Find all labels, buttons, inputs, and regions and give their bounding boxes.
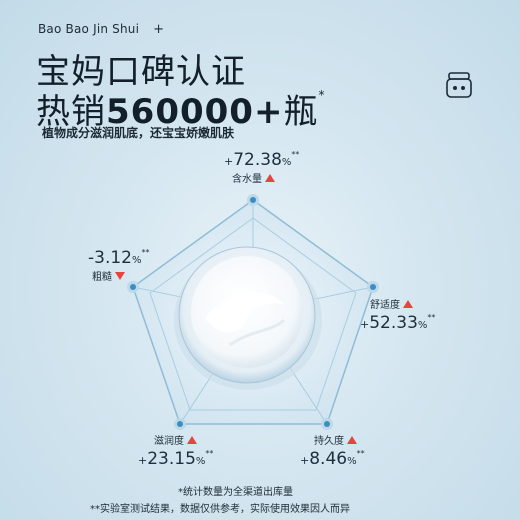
metric-value: 23.15 xyxy=(147,449,196,469)
brand-plus: + xyxy=(153,22,165,37)
metric-label: 滋润度 xyxy=(154,436,184,447)
metric-unit: % xyxy=(417,320,428,331)
increase-arrow-icon xyxy=(187,435,197,444)
footnote-sales: *统计数量为全渠道出库量 xyxy=(178,487,293,498)
pentagon-inner xyxy=(149,217,357,411)
metric-footnote-mark: ** xyxy=(141,248,150,257)
metric-value: 8.46 xyxy=(309,449,348,469)
footnote-lab-test: **实验室测试结果，数据仅供参考，实际使用效果因人而异 xyxy=(90,504,350,515)
metric-footnote-mark: ** xyxy=(291,150,300,159)
metric-sign: - xyxy=(88,248,95,268)
headline-line1: 宝妈口碑认证 xyxy=(36,52,246,92)
brand-name: Bao Bao Jin Shui xyxy=(38,22,140,36)
headline-suffix: 瓶 xyxy=(283,92,319,132)
metric-lasting: 持久度 +8.46%** xyxy=(300,432,365,469)
cream-jar xyxy=(174,246,322,390)
vertex-nodes xyxy=(127,194,379,430)
metric-footnote-mark: ** xyxy=(205,449,214,458)
metric-sign: + xyxy=(360,318,370,331)
metric-sign: + xyxy=(138,454,148,467)
metric-unit: % xyxy=(347,456,357,467)
metric-footnote-mark: ** xyxy=(427,313,436,322)
metric-unit: % xyxy=(132,255,142,266)
metric-value: 3.12 xyxy=(94,248,132,268)
metric-value: 52.33 xyxy=(369,313,418,333)
headline-line2: 热销560000+瓶* xyxy=(36,84,325,133)
metric-sign: + xyxy=(224,155,234,168)
metric-label: 含水量 xyxy=(232,174,262,185)
metric-moisture: +72.38%** 含水量 xyxy=(224,150,299,185)
metric-label: 持久度 xyxy=(314,436,344,447)
headline-footnote-mark: * xyxy=(318,88,326,102)
metric-footnote-mark: ** xyxy=(356,449,365,458)
increase-arrow-icon xyxy=(347,435,357,444)
brand-label: Bao Bao Jin Shui + xyxy=(38,22,164,37)
increase-arrow-icon xyxy=(403,299,413,308)
metric-label: 舒适度 xyxy=(370,300,400,311)
headline-prefix: 热销 xyxy=(36,92,106,132)
metric-value: 72.38 xyxy=(233,150,282,170)
increase-arrow-icon xyxy=(265,173,275,182)
decrease-arrow-icon xyxy=(115,271,125,280)
tagline: 植物成分滋润肌底，还宝宝娇嫩肌肤 xyxy=(42,126,235,140)
metric-unit: % xyxy=(281,157,292,168)
metric-comfort: 舒适度 +52.33%** xyxy=(360,296,435,333)
metric-sign: + xyxy=(300,454,310,467)
metric-unit: % xyxy=(195,456,206,467)
jar-logo-icon xyxy=(446,72,472,98)
metric-label: 粗糙 xyxy=(92,272,112,283)
metric-nourish: 滋润度 +23.15%** xyxy=(138,432,213,469)
headline-sales-number: 560000+ xyxy=(106,92,284,132)
metric-roughness: -3.12%** 粗糙 xyxy=(88,248,150,283)
